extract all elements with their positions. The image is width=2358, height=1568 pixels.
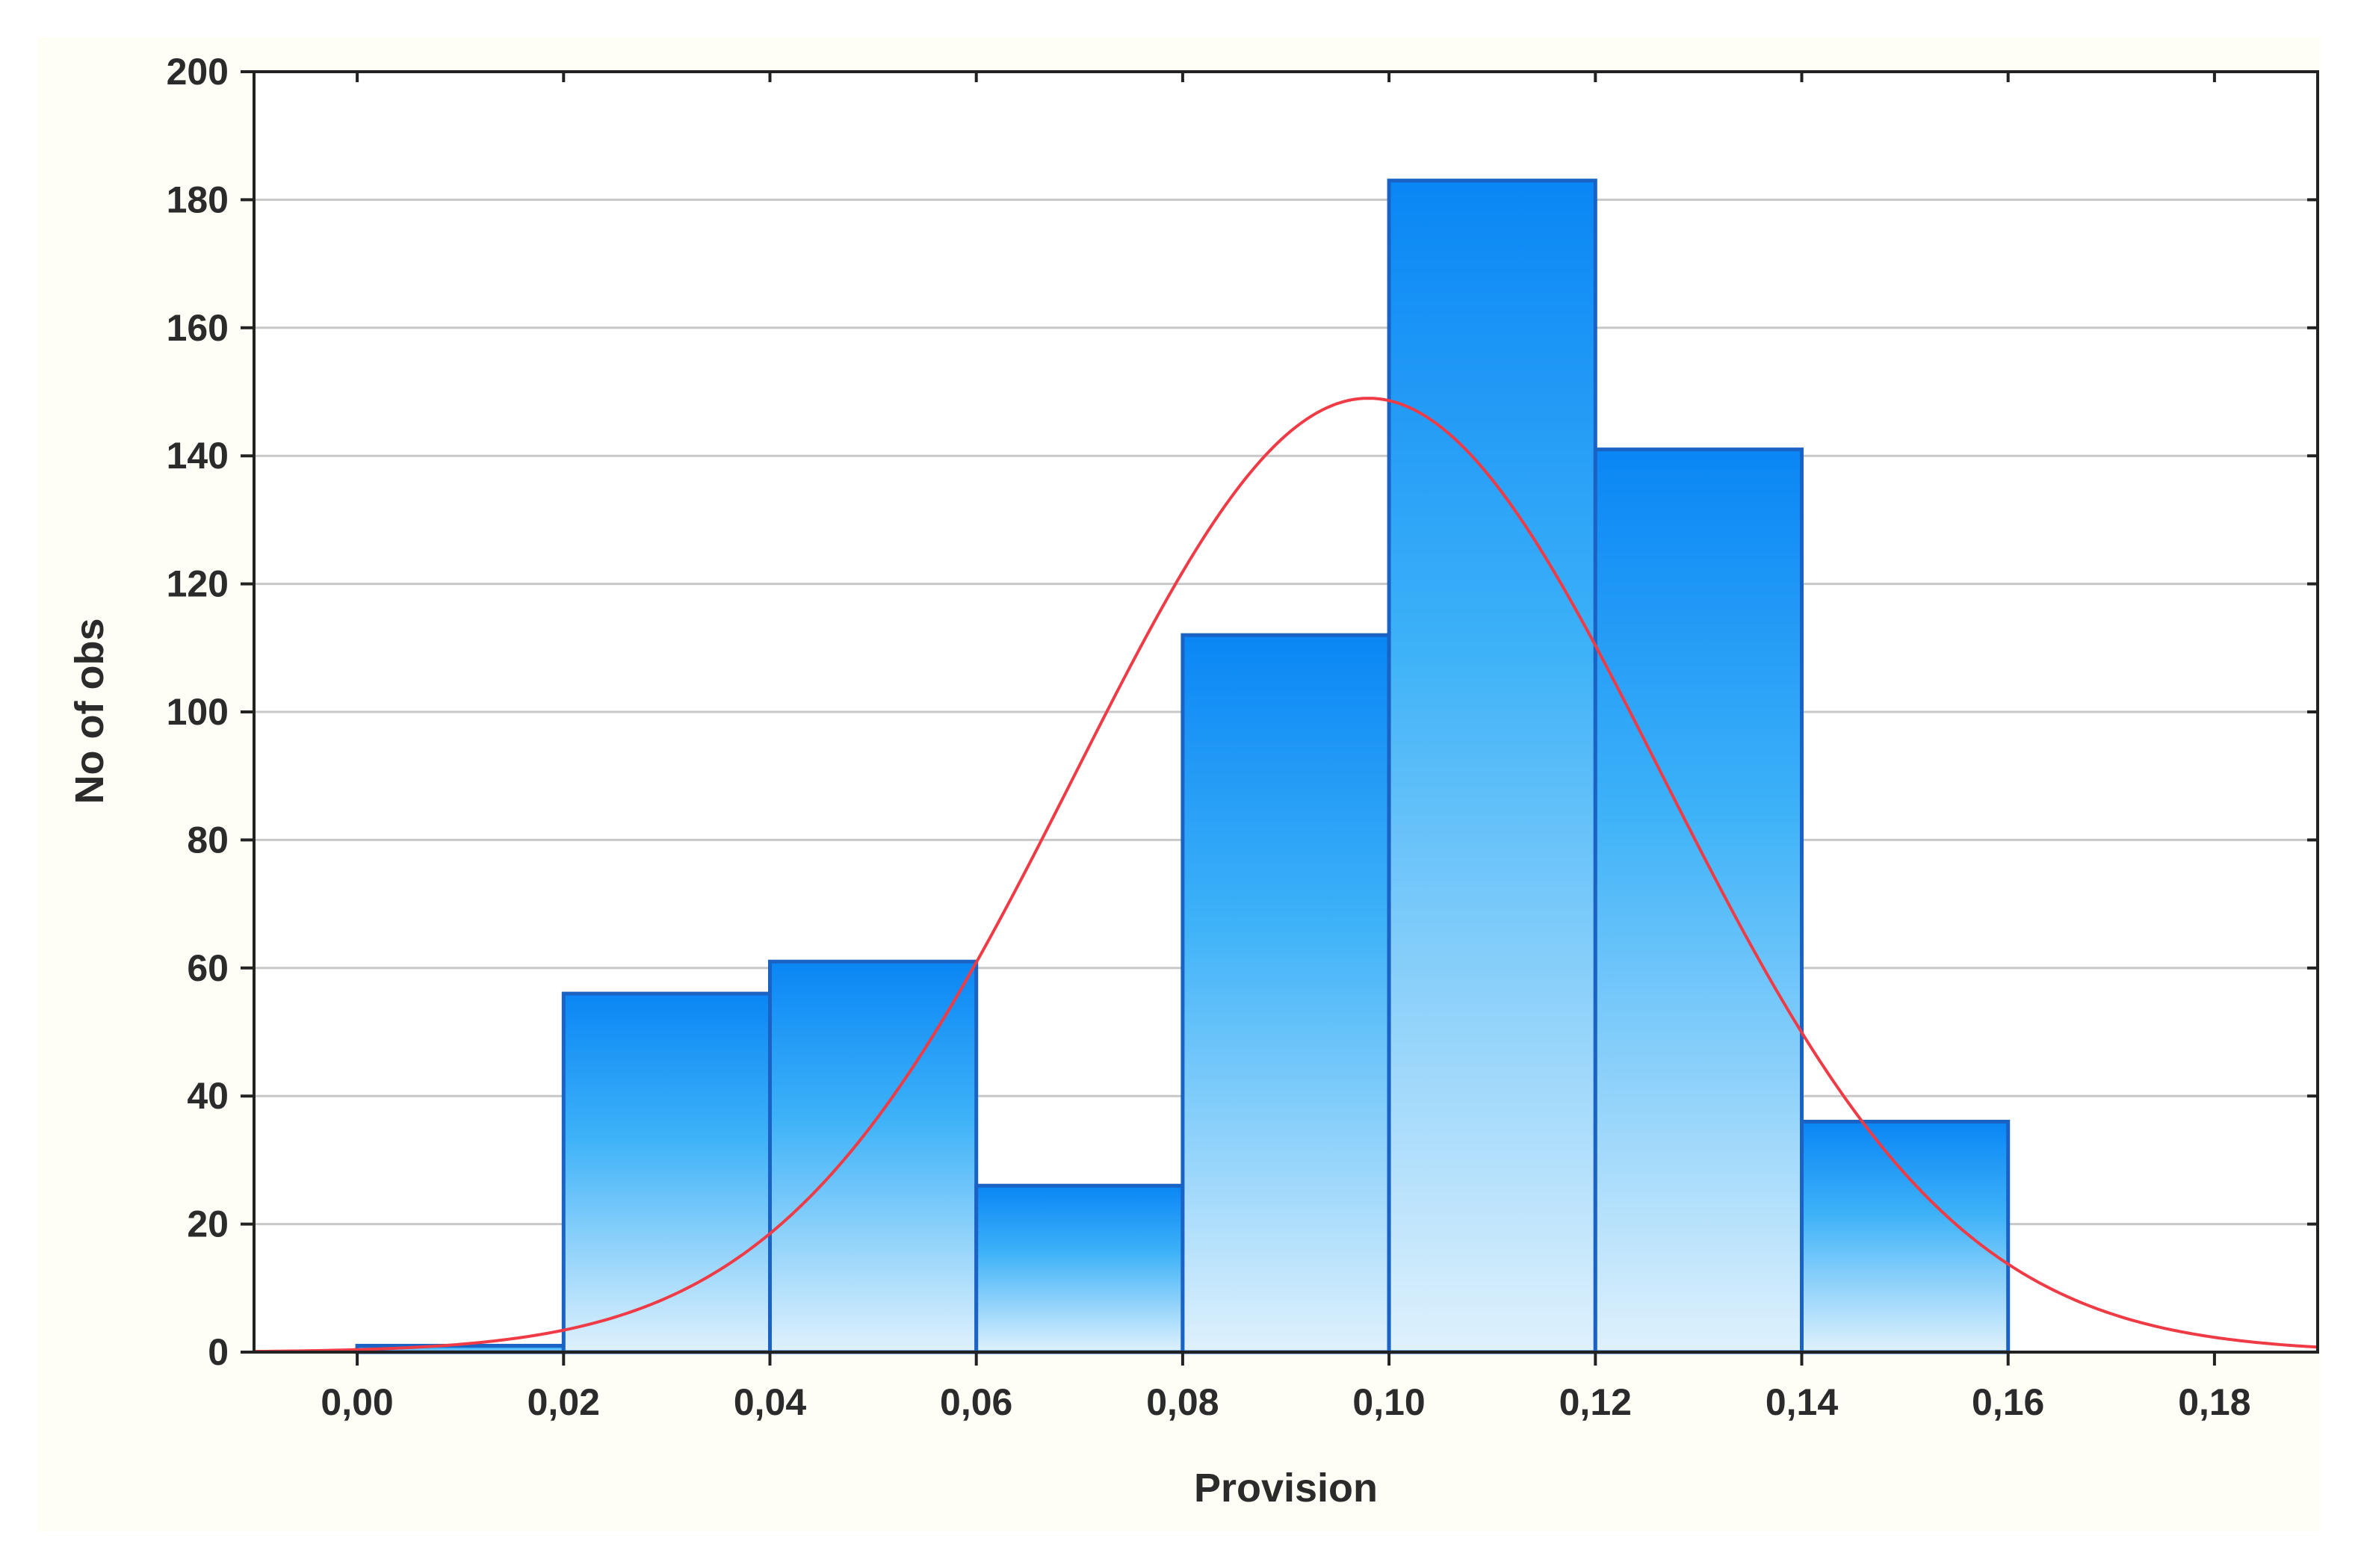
normal-fit-curve: [253, 397, 2318, 1354]
y-tick-label: 180: [167, 179, 229, 220]
bars: [355, 179, 2011, 1354]
histogram-bar: [1593, 447, 1804, 1354]
y-axis-title: No of obs: [67, 619, 112, 805]
x-tick-label: 0,16: [1972, 1381, 2044, 1423]
y-tick-label: 120: [167, 563, 229, 605]
x-tick-label: 0,06: [940, 1381, 1012, 1423]
x-tick-label: 0,04: [734, 1381, 807, 1423]
histogram-bar: [1387, 179, 1597, 1354]
histogram-bar: [1180, 633, 1391, 1354]
histogram-bar: [974, 1183, 1185, 1354]
x-tick-label: 0,00: [321, 1381, 393, 1423]
histogram-bar: [1800, 1119, 2011, 1354]
x-axis-title: Provision: [1194, 1466, 1378, 1510]
x-tick-labels: 0,00 0,02 0,04 0,06 0,08 0,10 0,12 0,14 0,16 0,18: [321, 1381, 2250, 1423]
y-tick-label: 140: [167, 435, 229, 477]
x-tick-label: 0,02: [527, 1381, 600, 1423]
y-tick-label: 60: [187, 947, 229, 989]
y-tick-label: 20: [187, 1203, 229, 1245]
axis-ticks: [241, 70, 2318, 1366]
x-tick-label: 0,14: [1766, 1381, 1839, 1423]
y-tick-label: 160: [167, 307, 229, 349]
y-tick-label: 200: [167, 51, 229, 93]
x-tick-label: 0,12: [1559, 1381, 1632, 1423]
y-tick-label: 100: [167, 691, 229, 733]
histogram-bar: [768, 959, 979, 1354]
y-tick-label: 40: [187, 1075, 229, 1117]
y-tick-label: 0: [208, 1331, 229, 1373]
x-tick-label: 0,08: [1146, 1381, 1219, 1423]
y-tick-label: 80: [187, 819, 229, 861]
x-tick-label: 0,10: [1352, 1381, 1425, 1423]
x-tick-label: 0,18: [2178, 1381, 2250, 1423]
y-tick-labels: 0 20 40 60 80 100 120 140 160 180 200: [167, 51, 229, 1373]
